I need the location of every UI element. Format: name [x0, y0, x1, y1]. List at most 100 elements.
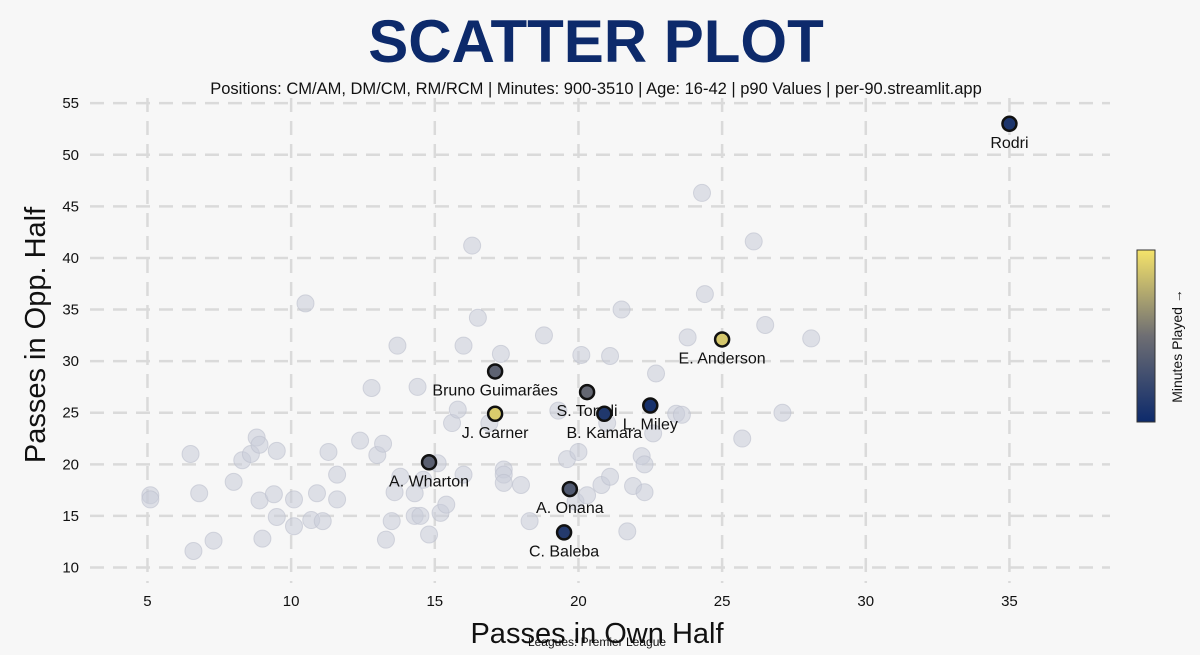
- chart-title: SCATTER PLOT: [368, 8, 824, 75]
- highlighted-point: [578, 383, 596, 401]
- scatter-point: [695, 285, 714, 304]
- point-label: A. Wharton: [389, 473, 469, 490]
- scatter-point: [448, 400, 467, 419]
- scatter-point: [253, 529, 272, 548]
- scatter-point: [802, 329, 821, 348]
- highlighted-point: [420, 454, 438, 471]
- scatter-point: [362, 378, 381, 397]
- y-tick-label: 50: [62, 147, 79, 164]
- point-label: Bruno Guimarães: [432, 382, 557, 399]
- scatter-point: [391, 467, 410, 486]
- scatter-point: [463, 236, 482, 255]
- scatter-point: [549, 401, 568, 420]
- point-label: B. Kamara: [567, 425, 643, 442]
- scatter-point: [733, 429, 752, 448]
- highlighted-point: [486, 405, 504, 423]
- scatter-point: [411, 506, 430, 525]
- grid-lines: [90, 98, 1110, 583]
- highlighted-point: [596, 405, 613, 423]
- scatter-point: [351, 431, 370, 450]
- scatter-point: [181, 445, 200, 464]
- point-label: J. Garner: [462, 425, 529, 442]
- highlighted-point: [555, 524, 573, 541]
- y-tick-label: 25: [62, 405, 79, 422]
- y-tick-label: 15: [62, 508, 79, 525]
- scatter-point: [534, 326, 553, 345]
- highlighted-point: [1001, 115, 1018, 133]
- scatter-point: [635, 483, 654, 502]
- scatter-point: [672, 405, 691, 424]
- scatter-point: [319, 442, 338, 461]
- x-axis-label: Passes in Own Half: [470, 618, 724, 650]
- colorbar-label: Minutes Played →: [1169, 289, 1185, 403]
- highlighted-point: [486, 363, 504, 380]
- scatter-point: [376, 530, 395, 549]
- scatter-point: [601, 467, 620, 486]
- scatter-point: [184, 542, 203, 561]
- highlighted-point: [561, 480, 579, 498]
- point-label: E. Anderson: [679, 350, 766, 367]
- scatter-point: [204, 531, 223, 550]
- scatter-point: [569, 442, 588, 461]
- point-label: L. Miley: [623, 417, 678, 434]
- chart-footer: Leagues: Premier League: [528, 635, 666, 649]
- scatter-point: [264, 485, 283, 504]
- x-tick-label: 15: [426, 593, 443, 610]
- scatter-point: [267, 441, 286, 460]
- scatter-point: [635, 455, 654, 474]
- scatter-point: [773, 403, 792, 422]
- scatter-point: [313, 512, 332, 531]
- scatter-point: [601, 346, 620, 365]
- scatter-point: [382, 512, 401, 531]
- y-axis-ticks: 10 15 20 25 30 35 40 45 50 55: [62, 95, 79, 576]
- y-axis-label: Passes in Opp. Half: [20, 206, 52, 463]
- highlighted-point: [713, 331, 731, 348]
- scatter-point: [405, 484, 424, 503]
- point-label: Rodri: [990, 135, 1028, 152]
- highlighted-point: [642, 397, 659, 414]
- scatter-point: [414, 470, 433, 489]
- x-tick-label: 20: [570, 593, 587, 610]
- scatter-point: [420, 525, 439, 544]
- scatter-point: [141, 490, 160, 509]
- scatter-point: [468, 308, 487, 327]
- x-tick-label: 10: [283, 593, 300, 610]
- scatter-point: [578, 486, 597, 505]
- chart-subtitle: Positions: CM/AM, DM/CM, RM/RCM | Minute…: [210, 80, 982, 98]
- x-tick-label: 5: [143, 593, 151, 610]
- scatter-point: [647, 364, 666, 383]
- scatter-point: [693, 183, 711, 202]
- scatter-point: [572, 345, 591, 364]
- x-tick-label: 25: [714, 593, 731, 610]
- scatter-point: [307, 484, 326, 503]
- scatter-point: [374, 434, 393, 453]
- y-tick-label: 45: [62, 198, 79, 215]
- scatter-point: [285, 517, 303, 536]
- x-tick-label: 35: [1001, 593, 1018, 610]
- scatter-point: [296, 294, 315, 313]
- scatter-point: [250, 435, 269, 454]
- x-axis-ticks: 5 10 15 20 25 30 35: [143, 593, 1017, 610]
- scatter-point: [454, 465, 473, 484]
- scatter-point: [618, 522, 637, 541]
- scatter-point: [756, 316, 775, 335]
- colorbar-gradient: [1136, 249, 1156, 423]
- y-tick-label: 20: [62, 456, 79, 473]
- colorbar: Minutes Played →: [1136, 249, 1185, 423]
- y-tick-label: 10: [62, 560, 79, 577]
- scatter-point: [328, 490, 347, 509]
- scatter-point: [285, 490, 303, 509]
- scatter-point: [612, 300, 631, 319]
- scatter-point: [267, 507, 286, 526]
- y-tick-label: 40: [62, 250, 79, 267]
- scatter-point: [190, 484, 209, 503]
- scatter-point: [491, 344, 510, 363]
- scatter-point: [511, 475, 530, 494]
- y-tick-label: 35: [62, 302, 79, 319]
- scatter-point: [494, 473, 513, 492]
- x-tick-label: 30: [857, 593, 874, 610]
- background-points: [141, 183, 821, 561]
- scatter-point: [408, 377, 427, 396]
- scatter-point: [644, 424, 663, 443]
- scatter-point: [224, 472, 243, 491]
